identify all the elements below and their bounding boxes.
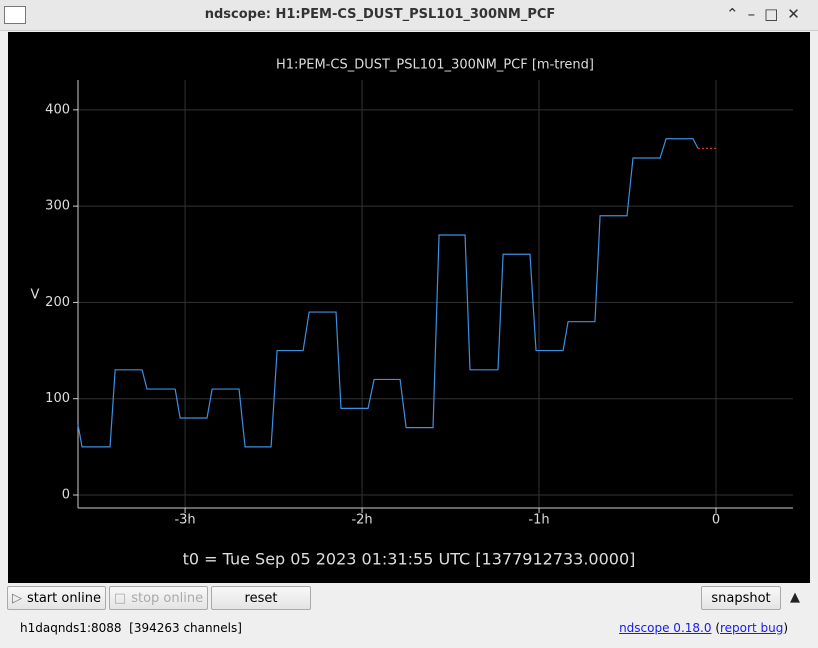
window-controls[interactable]: ⌃–□✕ bbox=[726, 5, 809, 23]
stop-online-button: □ stop online bbox=[109, 586, 208, 610]
expand-arrow[interactable]: ▲ bbox=[790, 590, 800, 605]
plot-bg bbox=[8, 32, 810, 583]
y-tick-label: 200 bbox=[45, 295, 70, 310]
report-bug-link[interactable]: report bug bbox=[720, 621, 784, 635]
snapshot-button[interactable]: snapshot bbox=[701, 586, 781, 610]
server-status: h1daqnds1:8088 [394263 channels] bbox=[20, 621, 242, 635]
button-label: start online bbox=[26, 590, 102, 606]
window-title: ndscope: H1:PEM-CS_DUST_PSL101_300NM_PCF bbox=[204, 7, 556, 22]
x-tick-label: 0 bbox=[712, 513, 720, 528]
y-tick-label: 100 bbox=[45, 391, 70, 406]
button-label: stop online bbox=[131, 590, 204, 606]
plot: H1:PEM-CS_DUST_PSL101_300NM_PCF [m-trend… bbox=[8, 32, 810, 583]
y-tick-label: 0 bbox=[62, 488, 70, 503]
version-link[interactable]: ndscope 0.18.0 bbox=[619, 621, 712, 635]
app-icon bbox=[4, 6, 26, 24]
button-label: reset bbox=[244, 590, 278, 606]
x-tick-label: -2h bbox=[351, 513, 372, 528]
x-tick-label: -1h bbox=[528, 513, 549, 528]
chart-title: H1:PEM-CS_DUST_PSL101_300NM_PCF [m-trend… bbox=[276, 58, 594, 73]
y-tick-label: 300 bbox=[45, 199, 70, 214]
series-line bbox=[77, 138, 699, 448]
paren: ) bbox=[783, 621, 788, 635]
y-axis-label: V bbox=[31, 288, 40, 303]
start-online-button[interactable]: ▷ start online bbox=[7, 586, 106, 610]
version-info: ndscope 0.18.0 (report bug) bbox=[619, 621, 788, 635]
button-label: snapshot bbox=[711, 590, 771, 606]
paren: ( bbox=[715, 621, 720, 635]
reset-button[interactable]: reset bbox=[211, 586, 311, 610]
title-bar: ndscope: H1:PEM-CS_DUST_PSL101_300NM_PCF… bbox=[0, 0, 818, 31]
y-tick-label: 400 bbox=[45, 102, 70, 117]
t0-label: t0 = Tue Sep 05 2023 01:31:55 UTC [13779… bbox=[183, 550, 636, 569]
x-tick-label: -3h bbox=[174, 513, 195, 528]
